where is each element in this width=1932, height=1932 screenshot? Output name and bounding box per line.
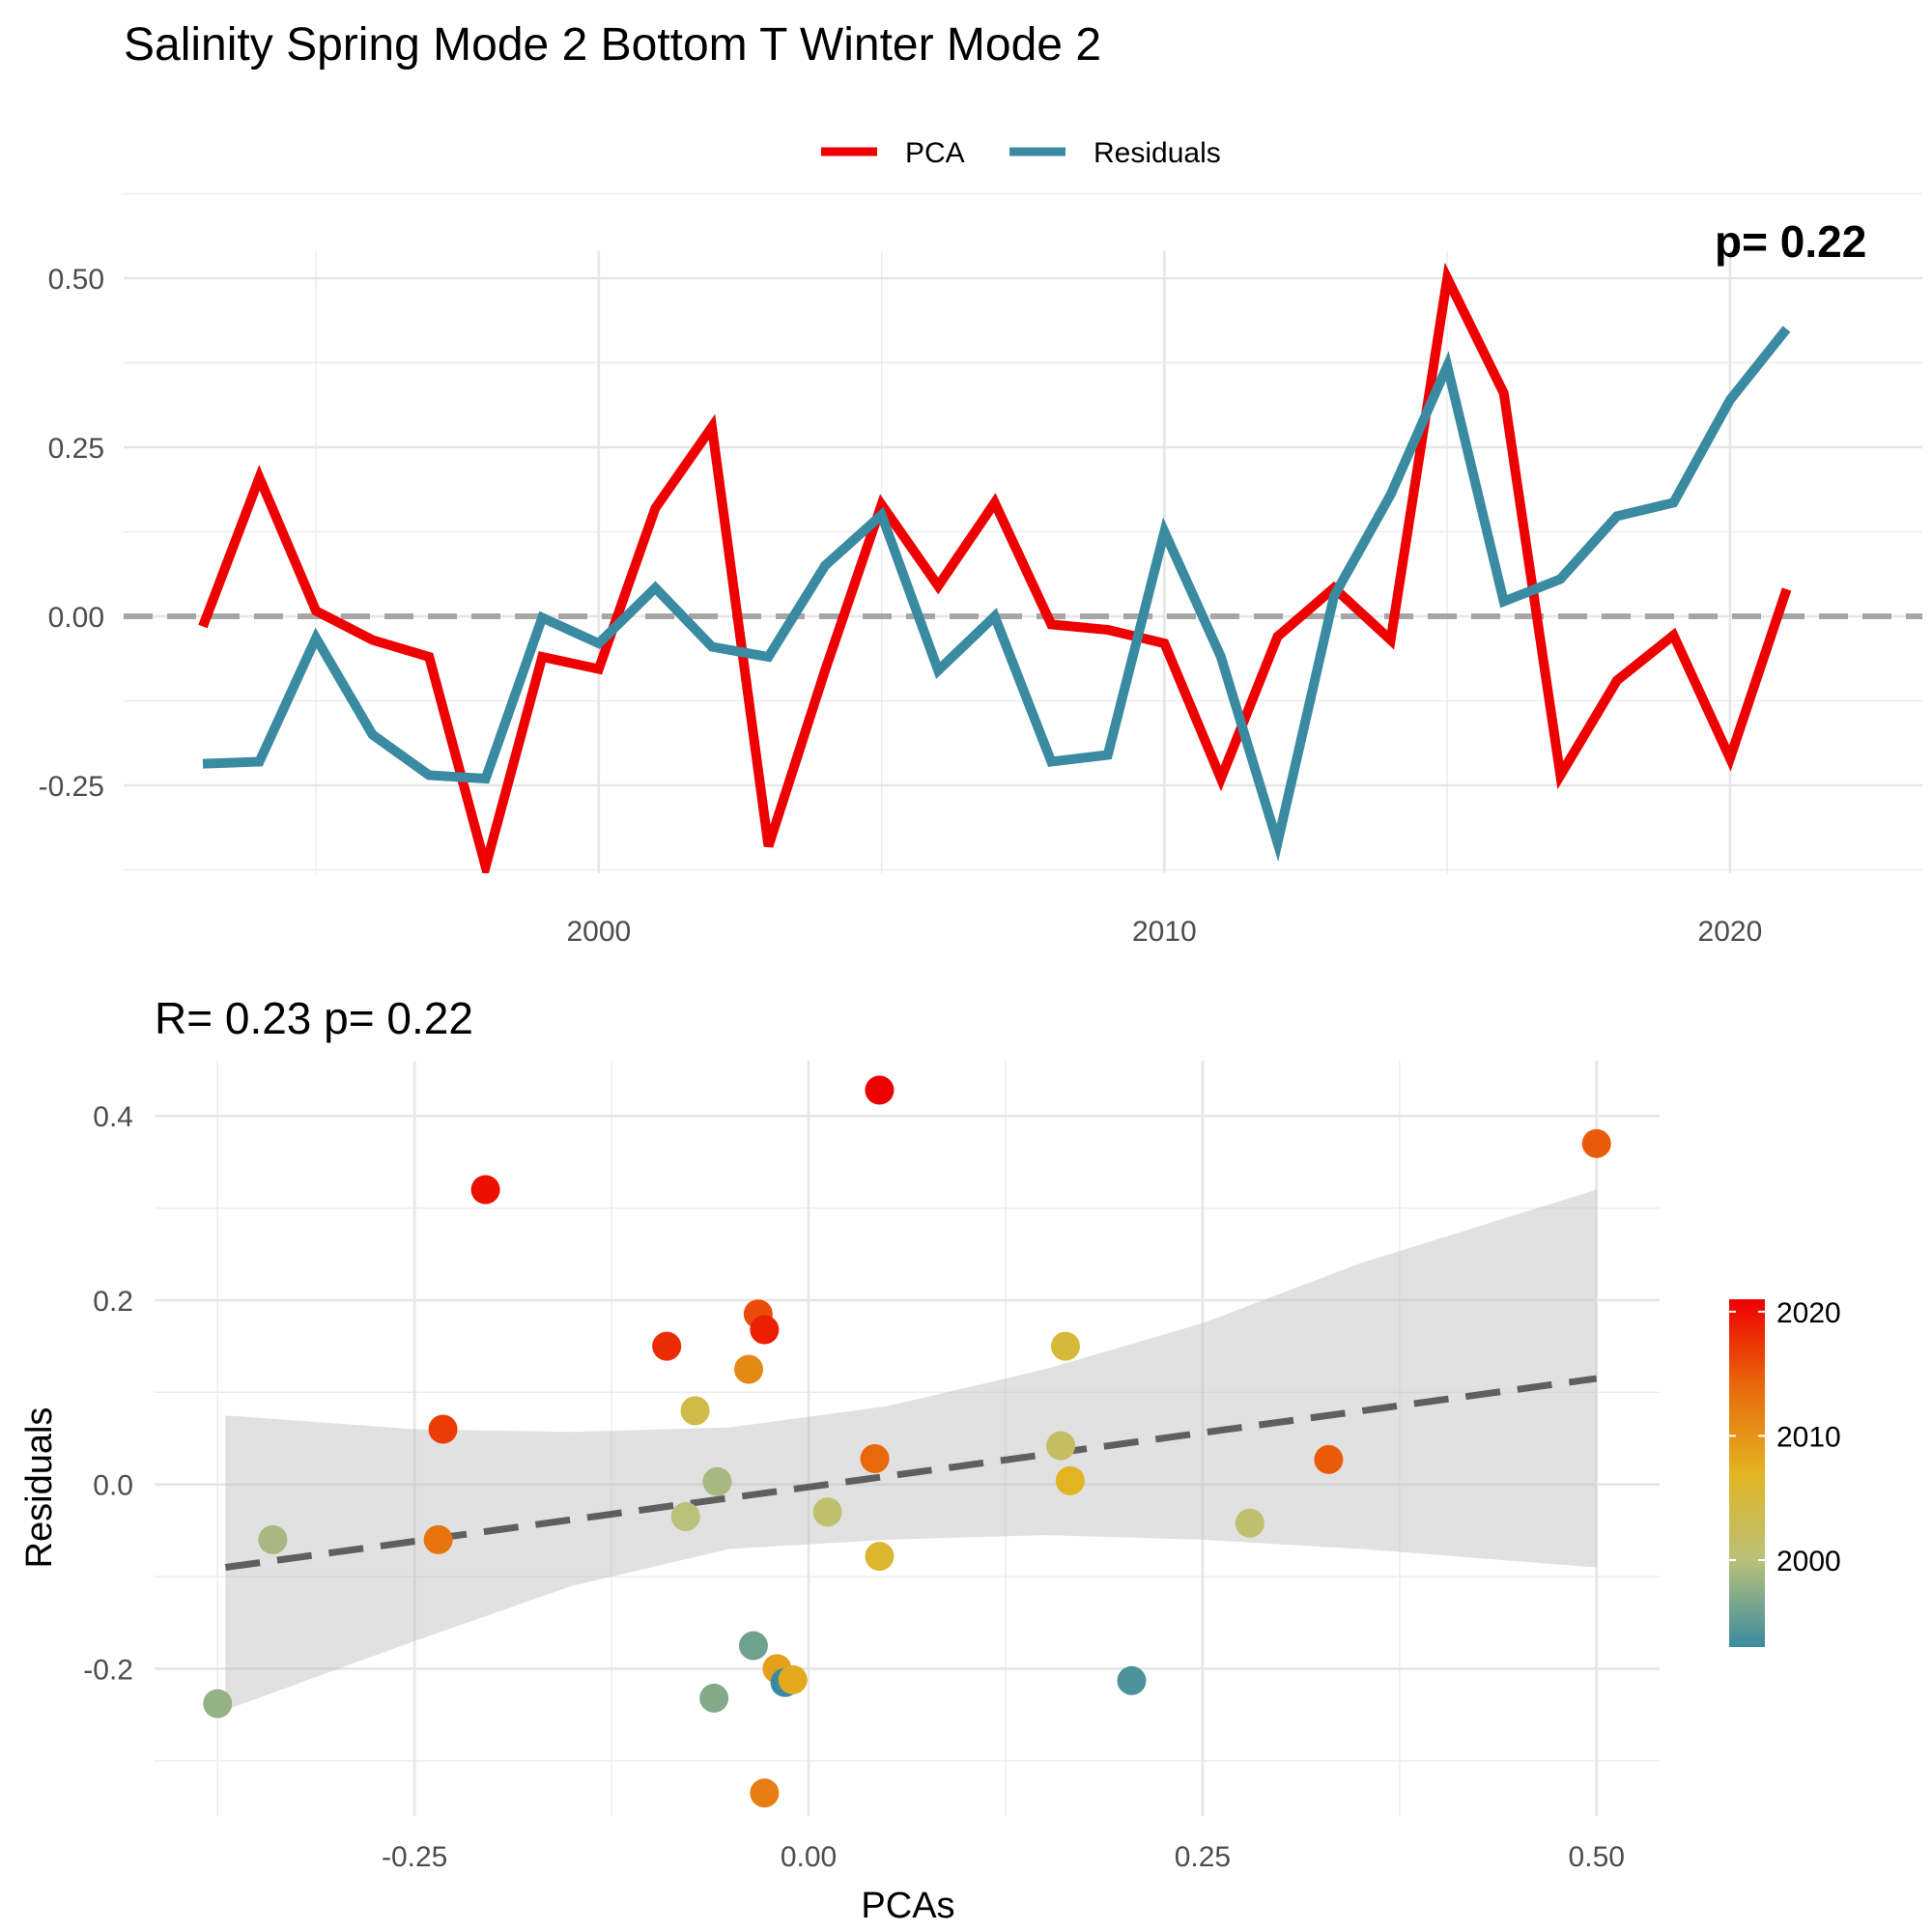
scatter-point	[812, 1497, 842, 1527]
scatter-x-ticks: -0.25 0.00 0.25 0.50	[382, 1841, 1625, 1873]
scatter-point	[734, 1354, 764, 1384]
line-chart-x-ticks: 2000 2010 2020	[566, 916, 1762, 948]
scatter-title: R= 0.23 p= 0.22	[155, 993, 473, 1043]
x-tick-label: 0.00	[781, 1841, 837, 1873]
scatter-point	[1050, 1331, 1080, 1361]
colorbar-ticks: 2000 2010 2020	[1729, 1297, 1841, 1577]
x-axis-title: PCAs	[861, 1886, 954, 1926]
y-tick-label: 0.00	[48, 602, 104, 634]
x-tick-label: 2000	[566, 916, 631, 948]
scatter-point	[738, 1631, 768, 1661]
scatter-points	[203, 1075, 1611, 1808]
colorbar	[1729, 1299, 1765, 1647]
series-line-residuals	[202, 326, 1791, 862]
legend-label-residuals: Residuals	[1094, 137, 1221, 169]
y-tick-label: 0.4	[93, 1101, 133, 1133]
y-tick-label: 0.2	[93, 1286, 133, 1318]
scatter-point	[860, 1443, 890, 1473]
line-legend: PCA Residuals	[821, 137, 1221, 169]
series-line-pca	[198, 262, 1792, 873]
confidence-ribbon	[225, 1189, 1597, 1711]
scatter-point	[428, 1414, 458, 1444]
scatter-point	[652, 1331, 682, 1361]
y-tick-label: 0.50	[48, 264, 104, 296]
scatter-grid	[155, 1061, 1660, 1816]
scatter-point	[750, 1778, 780, 1808]
corner-annotation: p= 0.22	[1715, 216, 1866, 267]
scatter-point	[1046, 1431, 1076, 1461]
line-chart-panel: Salinity Spring Mode 2 Bottom T Winter M…	[39, 19, 1922, 948]
colorbar-label: 2000	[1776, 1546, 1841, 1577]
scatter-point	[203, 1689, 233, 1719]
scatter-point	[680, 1396, 710, 1426]
scatter-point	[258, 1524, 288, 1554]
scatter-point	[470, 1175, 500, 1205]
scatter-point	[670, 1502, 700, 1532]
x-tick-label: 2020	[1698, 916, 1763, 948]
colorbar-label: 2020	[1776, 1297, 1841, 1329]
colorbar-label: 2010	[1776, 1421, 1841, 1453]
y-tick-label: 0.25	[48, 433, 104, 465]
y-tick-label: 0.0	[93, 1470, 133, 1502]
legend-label-pca: PCA	[905, 137, 965, 169]
scatter-point	[702, 1466, 732, 1496]
y-axis-title: Residuals	[19, 1407, 60, 1569]
scatter-point	[750, 1315, 780, 1345]
scatter-chart-panel: R= 0.23 p= 0.22 -0.2 0.0 0.2 0.4 -0.25 0.00 0…	[19, 993, 1841, 1926]
colorbar-legend: 2000 2010 2020	[1729, 1297, 1841, 1647]
scatter-point	[1055, 1465, 1085, 1495]
scatter-point	[423, 1524, 453, 1554]
x-tick-label: 0.25	[1175, 1841, 1231, 1873]
scatter-point	[699, 1683, 729, 1713]
line-chart-grid	[124, 192, 1922, 873]
scatter-point	[865, 1075, 895, 1105]
scatter-point	[1581, 1128, 1611, 1158]
scatter-point	[778, 1664, 808, 1694]
line-series-group	[198, 262, 1792, 873]
chart-title: Salinity Spring Mode 2 Bottom T Winter M…	[124, 19, 1101, 71]
scatter-y-ticks: -0.2 0.0 0.2 0.4	[83, 1101, 133, 1686]
scatter-point	[1314, 1444, 1344, 1474]
x-tick-label: 2010	[1132, 916, 1197, 948]
scatter-point	[1235, 1508, 1264, 1538]
x-tick-label: -0.25	[382, 1841, 447, 1873]
y-tick-label: -0.2	[83, 1654, 133, 1686]
scatter-point	[1117, 1665, 1147, 1695]
y-tick-label: -0.25	[39, 771, 104, 803]
scatter-point	[865, 1542, 895, 1572]
trend-line	[224, 1375, 1598, 1571]
line-chart-y-ticks: -0.25 0.00 0.25 0.50	[39, 264, 104, 803]
x-tick-label: 0.50	[1569, 1841, 1625, 1873]
